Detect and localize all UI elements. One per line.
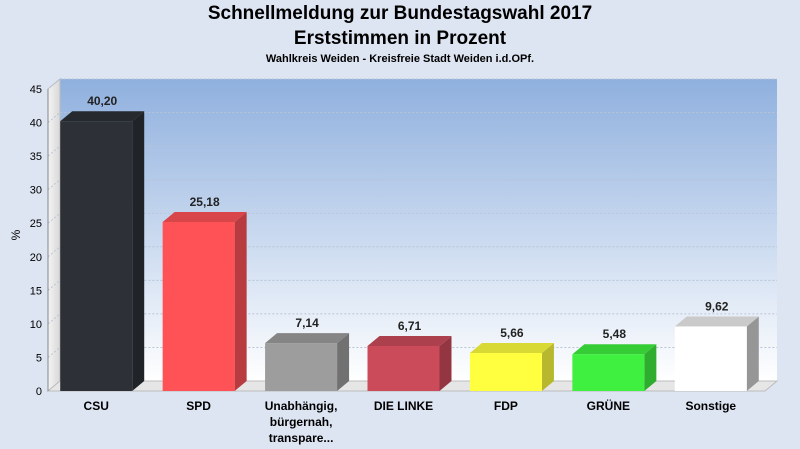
bar [265,343,338,391]
category-label: DIE LINKE [374,399,433,413]
value-label: 40,20 [87,94,117,108]
bar [60,121,133,392]
y-axis-label: % [9,229,23,240]
gridline [47,212,777,224]
y-tick-label: 25 [30,218,42,230]
y-tick-label: 20 [30,252,42,264]
plot-left-wall [47,77,61,393]
y-tick-label: 10 [30,319,42,331]
bar-top [162,212,247,223]
category-label: bürgernah, [270,415,333,429]
bar-side [746,316,759,391]
value-label: 7,14 [295,316,319,330]
chart-subtitle: Erststimmen in Prozent [293,28,507,49]
bar-top [572,344,657,355]
category-label: FDP [494,399,518,413]
category-label: GRÜNE [587,398,630,413]
bar [469,353,542,391]
category-label: CSU [84,399,109,413]
value-label: 5,48 [603,327,627,341]
bar [162,222,235,391]
bar-side [644,344,657,391]
category-label: Unabhängig, [265,399,338,413]
category-label: Sonstige [685,399,736,413]
value-label: 5,66 [500,326,524,340]
bar-side [234,212,247,391]
value-label: 6,71 [398,319,422,333]
y-tick-label: 5 [36,352,42,364]
bar-top [367,335,452,346]
y-tick-label: 40 [30,118,42,130]
bar [674,326,747,391]
bar-side [439,335,452,391]
bar-top [469,343,554,354]
y-tick-label: 35 [30,151,42,163]
value-label: 25,18 [190,195,220,209]
bar [367,345,440,391]
gridline [47,246,777,258]
gridline [47,112,777,123]
y-tick-label: 0 [36,386,42,398]
chart-region-subtitle: Wahlkreis Weiden - Kreisfreie Stadt Weid… [265,53,535,65]
bar-side [541,343,554,391]
gridline [47,179,777,191]
bar [572,354,645,391]
y-tick-label: 45 [30,84,42,96]
y-tick-label: 30 [30,185,42,197]
category-label: SPD [186,399,211,413]
bar-side [337,333,350,391]
bar-top [60,111,145,122]
bar-top [674,316,759,327]
y-tick-label: 15 [30,285,42,297]
bar-top [265,333,350,344]
bar-side [132,111,145,392]
gridline [47,313,777,325]
chart-title: Schnellmeldung zur Bundestagswahl 2017 [207,3,593,24]
value-label: 9,62 [705,299,729,313]
gridline [47,145,777,157]
gridline [47,78,777,90]
category-label: transpare... [269,431,334,445]
gridline [47,279,777,291]
